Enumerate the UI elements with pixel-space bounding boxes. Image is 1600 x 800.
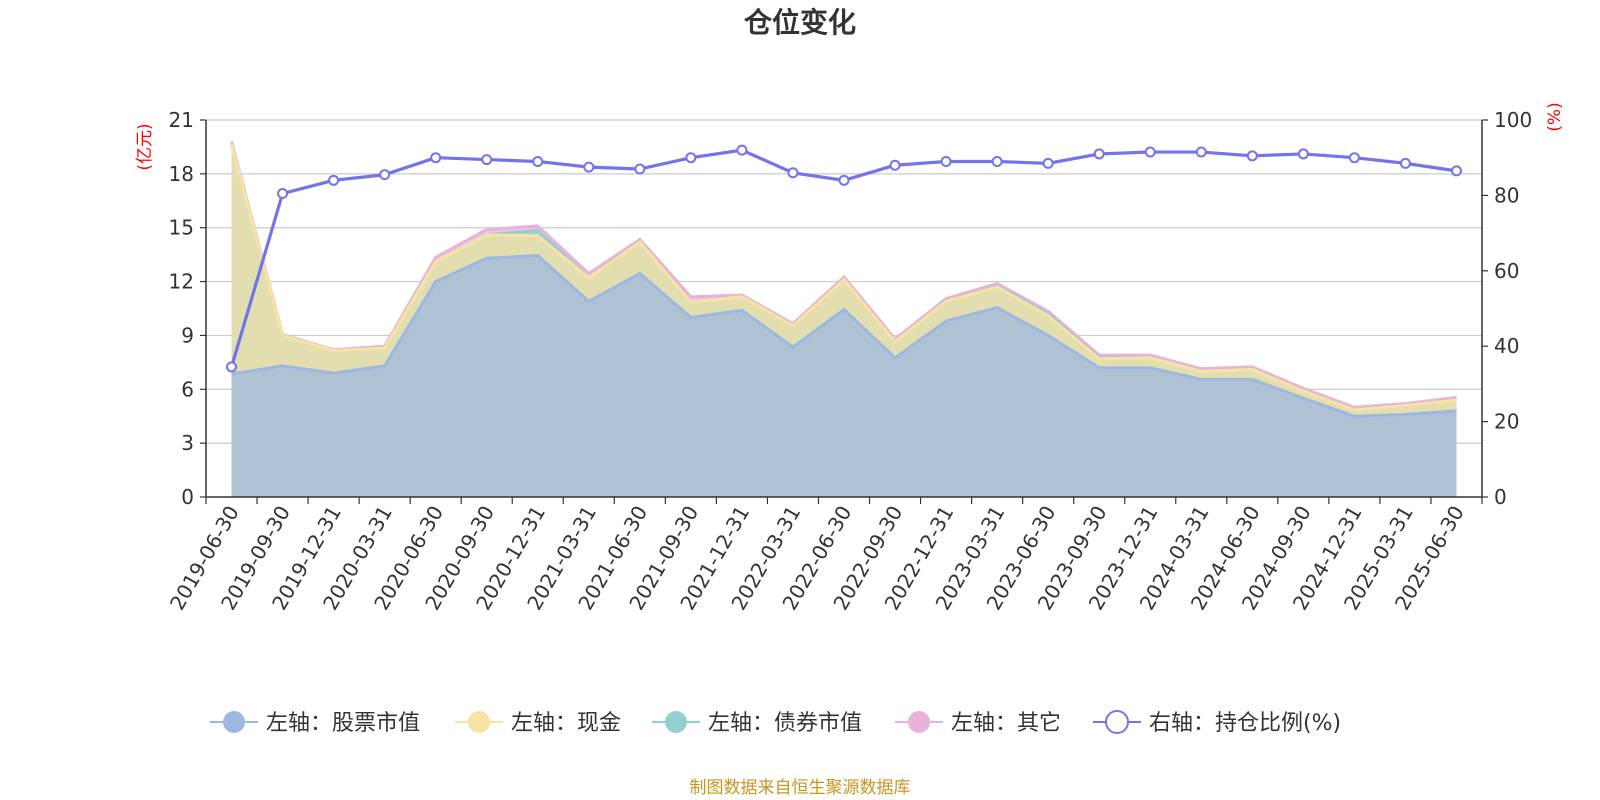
- stacked-areas: [230, 141, 1457, 498]
- legend: 左轴：股票市值 左轴：现金 左轴：债券市值 左轴：其它 右轴：持仓比例(%): [210, 710, 1341, 736]
- ratio-point: [685, 152, 697, 164]
- left-axis-unit: (亿元): [135, 123, 155, 170]
- ratio-point: [226, 361, 238, 373]
- right-axis-tick-label: 100: [1494, 108, 1532, 132]
- left-axis-tick-label: 18: [169, 162, 194, 186]
- ratio-line: [226, 144, 1462, 373]
- right-axis-tick-label: 80: [1494, 183, 1519, 207]
- left-axis-tick-label: 12: [169, 270, 194, 294]
- ratio-point: [889, 159, 901, 171]
- source-note: 制图数据来自恒生聚源数据库: [690, 778, 911, 798]
- left-axis-tick-label: 6: [181, 377, 194, 401]
- ratio-point: [328, 174, 340, 186]
- ratio-point: [634, 163, 646, 175]
- legend-label: 左轴：股票市值: [266, 711, 420, 736]
- ratio-point: [1246, 150, 1258, 162]
- area-edge-4: [230, 141, 1457, 409]
- right-axis-tick-label: 20: [1494, 410, 1519, 434]
- legend-swatch: [468, 711, 490, 733]
- ratio-point: [1093, 148, 1105, 160]
- legend-label: 左轴：现金: [511, 711, 621, 736]
- left-axis-tick-label: 21: [169, 108, 194, 132]
- left-axis-tick-label: 3: [181, 431, 194, 455]
- ratio-point: [481, 154, 493, 166]
- legend-label: 左轴：其它: [951, 711, 1061, 736]
- legend-swatch: [223, 711, 245, 733]
- ratio-point: [1399, 157, 1411, 169]
- legend-swatch: [1105, 710, 1129, 734]
- right-axis-unit: (%): [1545, 102, 1565, 131]
- ratio-point: [1450, 165, 1462, 177]
- ratio-point: [1195, 146, 1207, 158]
- legend-label: 左轴：债券市值: [708, 711, 862, 736]
- ratio-point: [379, 169, 391, 181]
- chart-title: 仓位变化: [744, 6, 856, 39]
- ratio-point: [430, 152, 442, 164]
- legend-swatch: [908, 711, 930, 733]
- legend-label: 右轴：持仓比例(%): [1149, 711, 1341, 736]
- left-axis-tick-label: 9: [181, 323, 194, 347]
- legend-swatch: [665, 711, 687, 733]
- ratio-point: [1144, 146, 1156, 158]
- left-axis-tick-label: 15: [169, 216, 194, 240]
- ratio-point: [532, 155, 544, 167]
- ratio-point: [991, 155, 1003, 167]
- right-axis-tick-label: 40: [1494, 334, 1519, 358]
- ratio-point: [277, 188, 289, 200]
- ratio-point: [1348, 152, 1360, 164]
- ratio-point: [787, 167, 799, 179]
- area-edge-1: [231, 254, 1457, 418]
- ratio-point: [1297, 148, 1309, 160]
- ratio-point: [1042, 157, 1054, 169]
- ratio-point: [940, 155, 952, 167]
- area-1: [231, 255, 1457, 497]
- ratio-point: [736, 144, 748, 156]
- left-axis-tick-label: 0: [181, 485, 194, 509]
- ratio-point: [838, 174, 850, 186]
- right-axis-tick-label: 60: [1494, 259, 1519, 283]
- right-axis-tick-label: 0: [1494, 485, 1507, 509]
- area-edge-2: [230, 143, 1457, 412]
- ratio-point: [583, 161, 595, 173]
